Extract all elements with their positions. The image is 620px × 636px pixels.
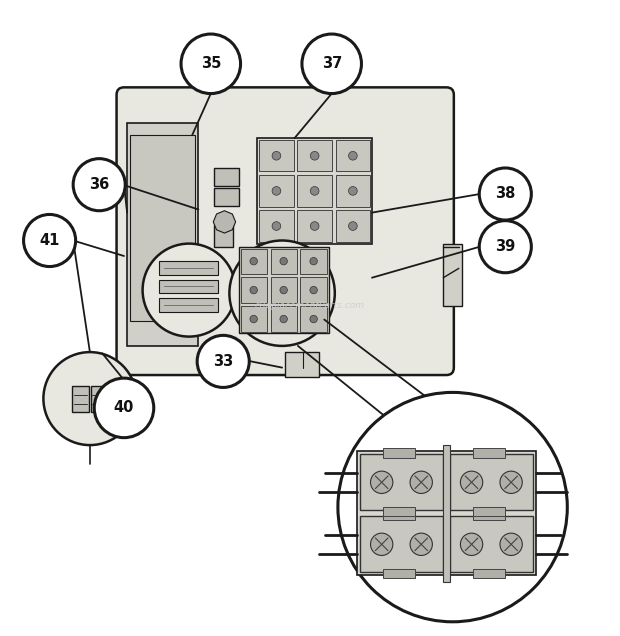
Bar [335,175,370,207]
Bar [127,123,198,346]
Circle shape [280,258,288,265]
Bar [450,516,533,572]
Circle shape [24,214,76,266]
Bar [335,140,370,172]
Circle shape [197,335,249,387]
Bar [383,510,415,520]
Circle shape [310,151,319,160]
Bar [214,168,239,186]
Circle shape [250,258,257,265]
Bar [443,244,462,306]
Text: 41: 41 [40,233,60,248]
Circle shape [250,315,257,322]
Text: 36: 36 [89,177,109,192]
Circle shape [479,168,531,220]
Bar [474,510,505,520]
Circle shape [371,471,393,494]
Bar [474,448,505,457]
Bar [130,135,195,321]
Bar [383,507,415,516]
Circle shape [500,533,522,555]
Circle shape [272,186,281,195]
Bar [383,569,415,578]
Text: 39: 39 [495,239,515,254]
Circle shape [250,286,257,294]
Circle shape [310,315,317,322]
Bar [159,280,218,293]
Circle shape [143,244,236,336]
Bar [301,307,327,331]
Bar [259,175,294,207]
Circle shape [461,471,483,494]
Bar [360,516,443,572]
Circle shape [229,240,335,346]
Bar [450,454,533,510]
Circle shape [310,258,317,265]
Text: 35: 35 [201,57,221,71]
Bar [298,175,332,207]
Circle shape [310,186,319,195]
Bar [159,261,218,275]
Bar [335,211,370,242]
Bar [270,249,297,273]
Bar [270,307,297,331]
Circle shape [272,222,281,230]
Circle shape [348,222,357,230]
Bar [298,140,332,172]
Circle shape [94,378,154,438]
Circle shape [410,533,432,555]
Bar [270,277,297,303]
Circle shape [272,151,281,160]
Bar [383,448,415,457]
Circle shape [500,471,522,494]
Circle shape [302,34,361,93]
Circle shape [410,471,432,494]
Bar [301,277,327,303]
Circle shape [348,186,357,195]
Bar [298,211,332,242]
Bar [356,452,536,576]
Circle shape [371,533,393,555]
Circle shape [461,533,483,555]
Bar [241,277,267,303]
Bar [360,454,443,510]
Bar [474,507,505,516]
Circle shape [348,151,357,160]
Circle shape [338,392,567,622]
Bar [285,352,319,377]
Circle shape [310,222,319,230]
Bar [239,247,329,333]
Bar [474,569,505,578]
Circle shape [43,352,136,445]
Circle shape [73,158,125,211]
Circle shape [181,34,241,93]
Text: 38: 38 [495,186,515,202]
Bar [301,249,327,273]
FancyBboxPatch shape [117,87,454,375]
Bar [241,249,267,273]
Bar [159,298,218,312]
Circle shape [310,286,317,294]
Bar [259,140,294,172]
Circle shape [280,286,288,294]
Bar [259,211,294,242]
Text: 33: 33 [213,354,233,369]
Bar [91,385,108,411]
Bar [241,307,267,331]
Bar [443,445,450,581]
Bar [214,188,239,207]
Text: eReplacementParts.com: eReplacementParts.com [255,301,365,310]
Bar [257,138,372,244]
Bar [72,385,89,411]
Text: 37: 37 [322,57,342,71]
Circle shape [479,221,531,273]
Circle shape [280,315,288,322]
Bar [214,225,232,247]
Text: 40: 40 [114,401,134,415]
